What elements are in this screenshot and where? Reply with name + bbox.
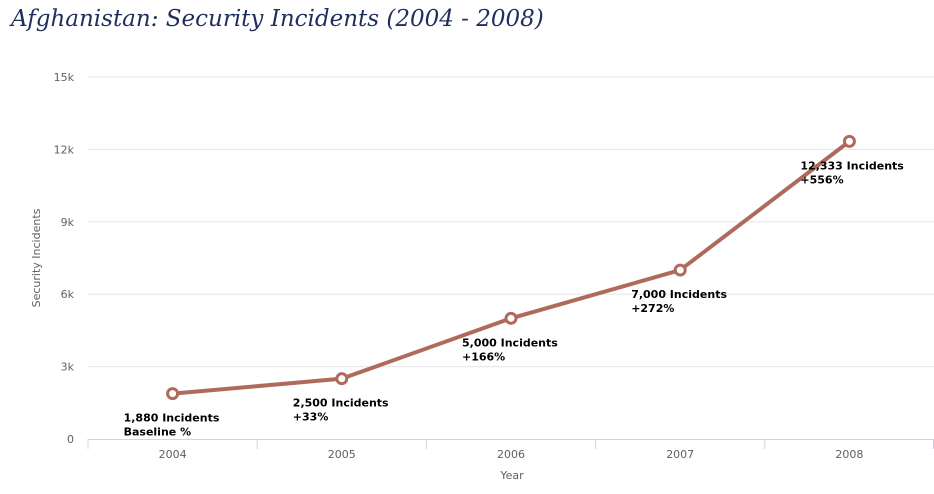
y-tick-label: 6k bbox=[61, 288, 75, 301]
data-label-change: +166% bbox=[462, 350, 505, 363]
y-tick-label: 9k bbox=[61, 216, 75, 229]
y-axis-title: Security Incidents bbox=[30, 208, 43, 307]
x-tick-label: 2007 bbox=[666, 448, 694, 461]
data-label: 12,333 Incidents bbox=[800, 159, 904, 172]
data-point bbox=[166, 387, 180, 401]
chart-title: Afghanistan: Security Incidents (2004 - … bbox=[11, 6, 544, 32]
y-tick-label: 15k bbox=[54, 71, 75, 84]
x-tick-label: 2004 bbox=[159, 448, 187, 461]
data-label-change: Baseline % bbox=[124, 426, 192, 439]
series-line-path bbox=[170, 139, 852, 396]
y-tick-label: 12k bbox=[54, 143, 75, 156]
data-point bbox=[842, 134, 856, 148]
data-label-change: +272% bbox=[631, 302, 674, 315]
data-point bbox=[335, 372, 349, 386]
x-tick-label: 2005 bbox=[328, 448, 356, 461]
y-tick-label: 0 bbox=[67, 433, 74, 446]
grid-lines bbox=[88, 76, 934, 368]
data-label: 7,000 Incidents bbox=[631, 288, 727, 301]
y-tick-label: 3k bbox=[61, 361, 75, 374]
data-label-change: +556% bbox=[800, 173, 843, 186]
series-line bbox=[166, 134, 856, 401]
x-axis: 2004 2005 2006 2007 2008 bbox=[87, 439, 934, 461]
data-label: 5,000 Incidents bbox=[462, 336, 558, 349]
x-axis-title: Year bbox=[499, 469, 524, 482]
y-tick-labels: 0 3k 6k 9k 12k 15k bbox=[54, 71, 75, 446]
data-label: 1,880 Incidents bbox=[124, 412, 220, 425]
data-point bbox=[504, 311, 518, 325]
x-tick-label: 2008 bbox=[835, 448, 863, 461]
data-point bbox=[673, 263, 687, 277]
x-tick-label: 2006 bbox=[497, 448, 525, 461]
data-label-change: +33% bbox=[293, 411, 329, 424]
data-label: 2,500 Incidents bbox=[293, 397, 389, 410]
